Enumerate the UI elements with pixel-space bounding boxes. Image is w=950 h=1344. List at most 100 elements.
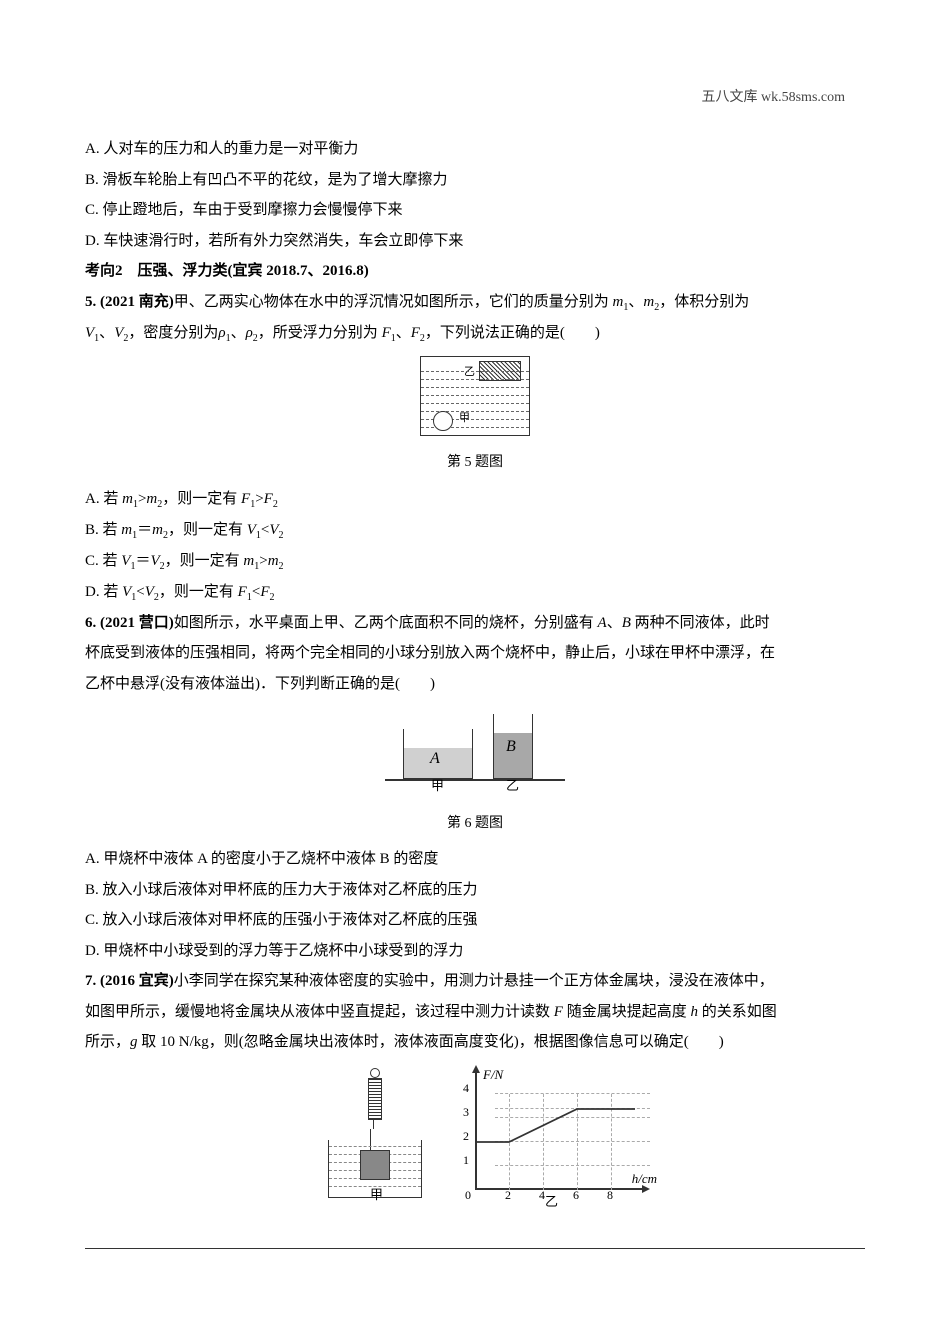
q7-chart-axes [475,1070,645,1190]
q6-sublabel-yi: 乙 [506,774,519,799]
q5-rho2: ρ [246,325,253,341]
q5-dun4: 、 [396,325,411,341]
q7-g: g [130,1034,138,1050]
q5-rho1: ρ [218,325,225,341]
q6-figure: A B 甲 乙 第 6 题图 [85,706,865,837]
q5c-end: ，则一定有 [165,553,244,569]
page-content: A. 人对车的压力和人的重力是一对平衡力 B. 滑板车轮胎上有凹凸不平的花纹，是… [85,135,865,1249]
q5-prefix: 5. (2021 南充) [85,294,174,310]
q5d-v1: V [122,584,131,600]
q6-label-b: B [506,732,516,762]
q5c-gt: > [259,553,267,569]
q7-text1: 小李同学在探究某种液体密度的实验中，用测力计悬挂一个正方体金属块，浸没在液体中， [174,973,774,989]
q5b-pre: B. 若 [85,522,121,538]
q5c-eq: ＝ [135,553,150,569]
q7-ytick-4: 4 [463,1077,469,1100]
q5-stem-line1: 5. (2021 南充)甲、乙两实心物体在水中的浮沉情况如图所示，它们的质量分别… [85,288,865,317]
q5-dun3: 、 [231,325,246,341]
q7-spring-scale [368,1078,382,1120]
q7-h: h [690,1004,698,1020]
q5-object-jia [433,411,453,431]
q6-prefix: 6. (2021 营口) [85,615,174,631]
q5b-eq: ＝ [137,522,152,538]
q7-text6: 取 10 N/kg，则(忽略金属块出液体时，液体液面高度变化)，根据图像信息可以… [138,1034,724,1050]
q7-stem-line2: 如图甲所示，缓慢地将金属块从液体中竖直提起，该过程中测力计读数 F 随金属块提起… [85,998,865,1027]
q6-stem-line1: 6. (2021 营口)如图所示，水平桌面上甲、乙两个底面积不同的烧杯，分别盛有… [85,609,865,638]
q5b-end: ，则一定有 [168,522,247,538]
q5-f2: F [411,325,420,341]
watermark-text: 五八文库 wk.58sms.com [702,85,846,112]
kaoxiang-heading: 考向2 压强、浮力类(宜宾 2018.7、2016.8) [85,257,865,286]
q7-stem-line1: 7. (2016 宜宾)小李同学在探究某种液体密度的实验中，用测力计悬挂一个正方… [85,967,865,996]
q7-left-panel: 甲 [320,1068,430,1203]
q7-text4: 的关系如图 [698,1004,777,1020]
q6-a: A [598,615,607,631]
q5c-pre: C. 若 [85,553,121,569]
q7-xtick-2: 2 [505,1184,511,1207]
q7-origin: 0 [465,1184,471,1207]
footer-rule [85,1248,865,1249]
q5-text2: ，体积分别为 [659,294,749,310]
q5a-f2s: 2 [273,499,278,510]
q5-text1: 甲、乙两实心物体在水中的浮沉情况如图所示，它们的质量分别为 [174,294,613,310]
q5d-f2s: 2 [269,592,274,603]
q7-ytick-1: 1 [463,1149,469,1172]
q7-stem-line3: 所示，g 取 10 N/kg，则(忽略金属块出液体时，液体液面高度变化)，根据图… [85,1028,865,1057]
q6-dun: 、 [607,615,622,631]
q6-option-a: A. 甲烧杯中液体 A 的密度小于乙烧杯中液体 B 的密度 [85,845,865,874]
q5-text5: ，下列说法正确的是( ) [425,325,600,341]
q5-figure: 乙 甲 第 5 题图 [85,356,865,477]
q7-y-label: F/N [483,1063,503,1088]
q7-prefix: 7. (2016 宜宾) [85,973,174,989]
q5-v1: V [85,325,94,341]
q5a-gt2: > [255,491,263,507]
q5-waterline3 [421,387,529,388]
q7-figure: 甲 [85,1065,865,1231]
q5-text4: ，所受浮力分别为 [258,325,382,341]
q5b-v2s: 2 [279,530,284,541]
q5-stem-line2: V1、V2，密度分别为ρ1、ρ2，所受浮力分别为 F1、F2，下列说法正确的是(… [85,319,865,348]
q5b-m2: m [152,522,163,538]
q5-option-c: C. 若 V1＝V2，则一定有 m1>m2 [85,547,865,576]
q7-data-line [475,1109,635,1142]
prev-option-a: A. 人对车的压力和人的重力是一对平衡力 [85,135,865,164]
q5a-pre: A. 若 [85,491,122,507]
q7-hook [373,1120,377,1129]
q6-stem-line2: 杯底受到液体的压强相同，将两个完全相同的小球分别放入两个烧杯中，静止后，小球在甲… [85,639,865,668]
q5a-m2: m [146,491,157,507]
q5d-v2: V [145,584,154,600]
q5a-m1: m [122,491,133,507]
q7-line-chart [475,1070,645,1190]
q5-m1: m [613,294,624,310]
q6-table-surface [385,779,565,781]
q5d-f1: F [238,584,247,600]
q7-text2: 如图甲所示，缓慢地将金属块从液体中竖直提起，该过程中测力计读数 [85,1004,554,1020]
q5a-f2: F [264,491,273,507]
q5-waterline4 [421,395,529,396]
prev-option-c: C. 停止蹬地后，车由于受到摩擦力会慢慢停下来 [85,196,865,225]
q5d-end: ，则一定有 [159,584,238,600]
q5-waterline2 [421,379,529,380]
q5-option-d: D. 若 V1<V2，则一定有 F1<F2 [85,578,865,607]
q7-ytick-2: 2 [463,1125,469,1148]
q6-text1: 如图所示，水平桌面上甲、乙两个底面积不同的烧杯，分别盛有 [174,615,598,631]
q5d-lt: < [136,584,144,600]
q6-sublabel-jia: 甲 [431,774,444,799]
q7-sublabel-yi: 乙 [545,1190,558,1215]
q6-option-b: B. 放入小球后液体对甲杯底的压力大于液体对乙杯底的压力 [85,876,865,905]
q7-wl1 [329,1146,421,1147]
q5c-v2: V [150,553,159,569]
q5-m2: m [643,294,654,310]
q5-text3: ，密度分别为 [128,325,218,341]
q7-metal-block [360,1150,390,1180]
q5-dun1: 、 [628,294,643,310]
q7-xtick-8: 8 [607,1184,613,1207]
prev-option-d: D. 车快速滑行时，若所有外力突然消失，车会立即停下来 [85,227,865,256]
q6-option-c: C. 放入小球后液体对甲杯底的压强小于液体对乙杯底的压强 [85,906,865,935]
q7-text5: 所示， [85,1034,130,1050]
q5-label-jia: 甲 [459,408,470,429]
q6-diagram: A B 甲 乙 [375,706,575,796]
q6-text2: 两种不同液体，此时 [631,615,770,631]
q7-spring-ring [370,1068,380,1078]
q5a-f1: F [241,491,250,507]
